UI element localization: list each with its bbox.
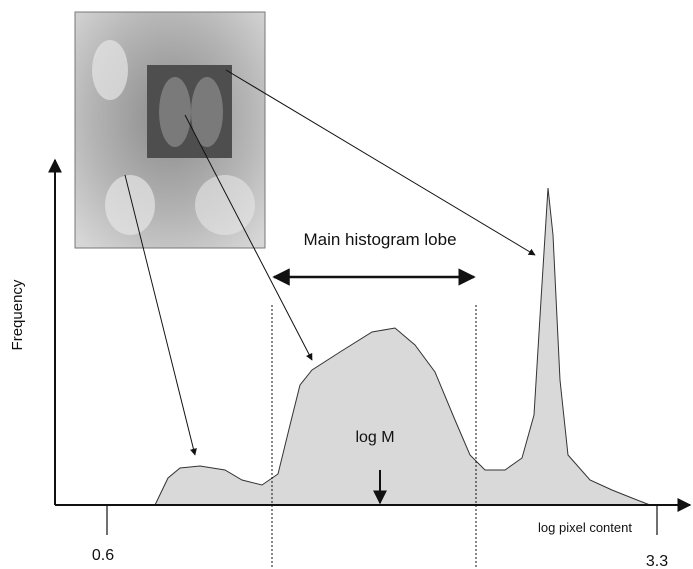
y-axis-label: Frequency <box>9 279 26 350</box>
histogram-shape <box>154 187 651 506</box>
xray-detail <box>191 77 223 147</box>
xray-detail <box>195 175 255 235</box>
x-axis-label: log pixel content <box>538 520 632 535</box>
xray-detail <box>159 77 191 147</box>
pointer-arrow <box>124 174 197 456</box>
marker-label: log M <box>355 429 394 446</box>
pointer-arrow <box>225 69 536 256</box>
xray-detail <box>92 40 128 100</box>
x-tick-label: 3.3 <box>646 553 668 569</box>
lobe-label: Main histogram lobe <box>303 230 456 249</box>
x-tick-label: 0.6 <box>92 547 114 564</box>
xray-detail <box>105 175 155 235</box>
pointer-arrow <box>184 114 313 361</box>
